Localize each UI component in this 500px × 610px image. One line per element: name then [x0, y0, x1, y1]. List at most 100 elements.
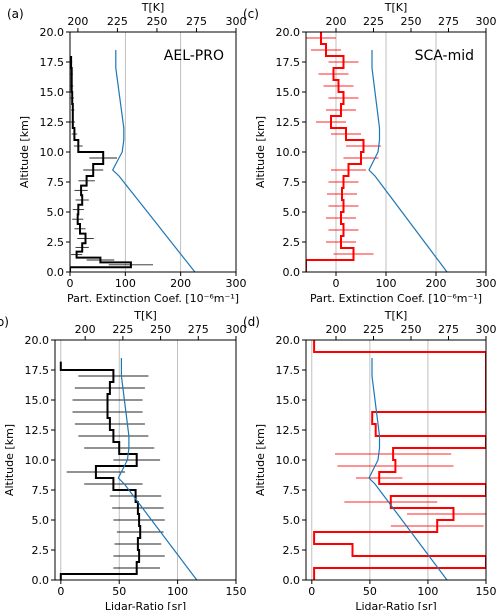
y-tick-label: 15.0	[40, 86, 65, 99]
y-tick-label: 20.0	[276, 26, 301, 39]
step-profile-line	[313, 340, 486, 580]
x-axis-label: Lidar-Ratio [sr]	[355, 600, 436, 610]
top-x-tick-label: 200	[326, 323, 347, 336]
y-tick-label: 5.0	[283, 514, 301, 527]
x-tick-label: 300	[476, 277, 497, 290]
y-tick-label: 5.0	[283, 206, 301, 219]
y-tick-label: 5.0	[47, 206, 65, 219]
y-tick-label: 0.0	[32, 574, 50, 587]
y-tick-label: 2.5	[283, 236, 301, 249]
top-x-tick-label: 275	[186, 15, 207, 28]
panel-a: 0 100 200 300 0.0 2.5 5.0 7.5 10.0 12.5 15.0 17.5 20…	[7, 1, 247, 305]
top-x-tick-label: 200	[326, 15, 347, 28]
y-tick-label: 0.0	[283, 574, 301, 587]
y-tick-label: 2.5	[283, 544, 301, 557]
y-tick-label: 12.5	[40, 116, 65, 129]
top-x-tick-label: 200	[67, 15, 88, 28]
y-tick-label: 20.0	[276, 334, 301, 347]
panel-d: 0 50 100 150 0.0 2.5 5.0 7.5 10.0 12.5 15.0 17.5 20.…	[243, 309, 497, 610]
plot-data	[313, 340, 486, 580]
x-tick-label: 0	[67, 277, 74, 290]
y-tick-label: 17.5	[25, 364, 50, 377]
x-tick-label: 200	[426, 277, 447, 290]
temperature-profile-line	[111, 50, 196, 272]
y-axis-label: Altitude [km]	[3, 424, 16, 496]
panel-letter: (a)	[7, 7, 24, 21]
step-profile-line	[70, 56, 132, 272]
top-x-tick-label: 250	[401, 15, 422, 28]
y-tick-label: 15.0	[276, 86, 301, 99]
panel-title: AEL-PRO	[164, 48, 224, 64]
top-x-tick-label: 200	[75, 323, 96, 336]
x-tick-label: 0	[333, 277, 340, 290]
y-tick-label: 12.5	[25, 424, 50, 437]
panel-title: SCA-mid	[415, 48, 474, 64]
top-x-axis-label: T[K]	[384, 309, 408, 322]
y-tick-label: 2.5	[47, 236, 65, 249]
y-tick-label: 17.5	[276, 364, 301, 377]
x-tick-label: 300	[226, 277, 247, 290]
panel-letter: (d)	[243, 315, 260, 329]
x-tick-label: 100	[167, 585, 188, 598]
y-tick-label: 7.5	[32, 484, 50, 497]
step-profile-line	[59, 361, 142, 580]
y-tick-label: 15.0	[276, 394, 301, 407]
y-tick-label: 20.0	[25, 334, 50, 347]
plot-data	[306, 32, 448, 272]
y-tick-label: 10.0	[25, 454, 50, 467]
top-x-tick-label: 275	[438, 323, 459, 336]
y-tick-label: 17.5	[40, 56, 65, 69]
temperature-profile-line	[368, 358, 448, 580]
y-tick-label: 0.0	[283, 266, 301, 279]
top-x-tick-label: 275	[438, 15, 459, 28]
temperature-profile-line	[368, 50, 448, 272]
panel-letter: (c)	[243, 7, 259, 21]
y-axis-label: Altitude [km]	[18, 116, 31, 188]
top-x-tick-label: 250	[150, 323, 171, 336]
top-x-axis-label: T[K]	[141, 1, 165, 14]
x-tick-label: 100	[115, 277, 136, 290]
y-tick-label: 10.0	[276, 454, 301, 467]
top-x-tick-label: 225	[107, 15, 128, 28]
top-x-tick-label: 250	[401, 323, 422, 336]
x-axis-label: Part. Extinction Coef. [10⁻⁶m⁻¹]	[67, 292, 239, 305]
x-axis-label: Lidar-Ratio [sr]	[105, 600, 186, 610]
panel-b: 0 50 100 150 0.0 2.5 5.0 7.5 10.0 12.5 15.0 17.5 20.…	[0, 309, 247, 610]
y-tick-label: 12.5	[276, 116, 301, 129]
plot-data	[59, 358, 198, 580]
panel-letter: (b)	[0, 315, 9, 329]
y-tick-label: 2.5	[32, 544, 50, 557]
top-x-tick-label: 300	[226, 15, 247, 28]
y-tick-label: 10.0	[276, 146, 301, 159]
panel-c: 0 100 200 300 0.0 2.5 5.0 7.5 10.0 12.5 15.0 17.5 20…	[243, 1, 497, 305]
y-tick-label: 15.0	[25, 394, 50, 407]
top-x-tick-label: 225	[363, 323, 384, 336]
x-axis-label: Part. Extinction Coef. [10⁻⁶m⁻¹]	[310, 292, 482, 305]
x-tick-label: 50	[363, 585, 377, 598]
temperature-profile-line	[117, 358, 198, 580]
top-x-axis-label: T[K]	[384, 1, 408, 14]
y-axis-label: Altitude [km]	[254, 116, 267, 188]
top-x-axis-label: T[K]	[133, 309, 157, 322]
x-tick-label: 100	[376, 277, 397, 290]
y-tick-label: 7.5	[47, 176, 65, 189]
y-tick-label: 20.0	[40, 26, 65, 39]
plot-data	[70, 50, 196, 272]
y-tick-label: 7.5	[283, 484, 301, 497]
y-tick-label: 12.5	[276, 424, 301, 437]
y-tick-label: 0.0	[47, 266, 65, 279]
y-tick-label: 17.5	[276, 56, 301, 69]
x-tick-label: 150	[226, 585, 247, 598]
top-x-tick-label: 300	[476, 15, 497, 28]
x-tick-label: 150	[476, 585, 497, 598]
y-tick-label: 7.5	[283, 176, 301, 189]
top-x-tick-label: 300	[226, 323, 247, 336]
top-x-tick-label: 275	[188, 323, 209, 336]
top-x-tick-label: 300	[476, 323, 497, 336]
x-tick-label: 100	[417, 585, 438, 598]
top-x-tick-label: 250	[146, 15, 167, 28]
step-profile-line	[306, 32, 365, 272]
top-x-tick-label: 225	[112, 323, 133, 336]
